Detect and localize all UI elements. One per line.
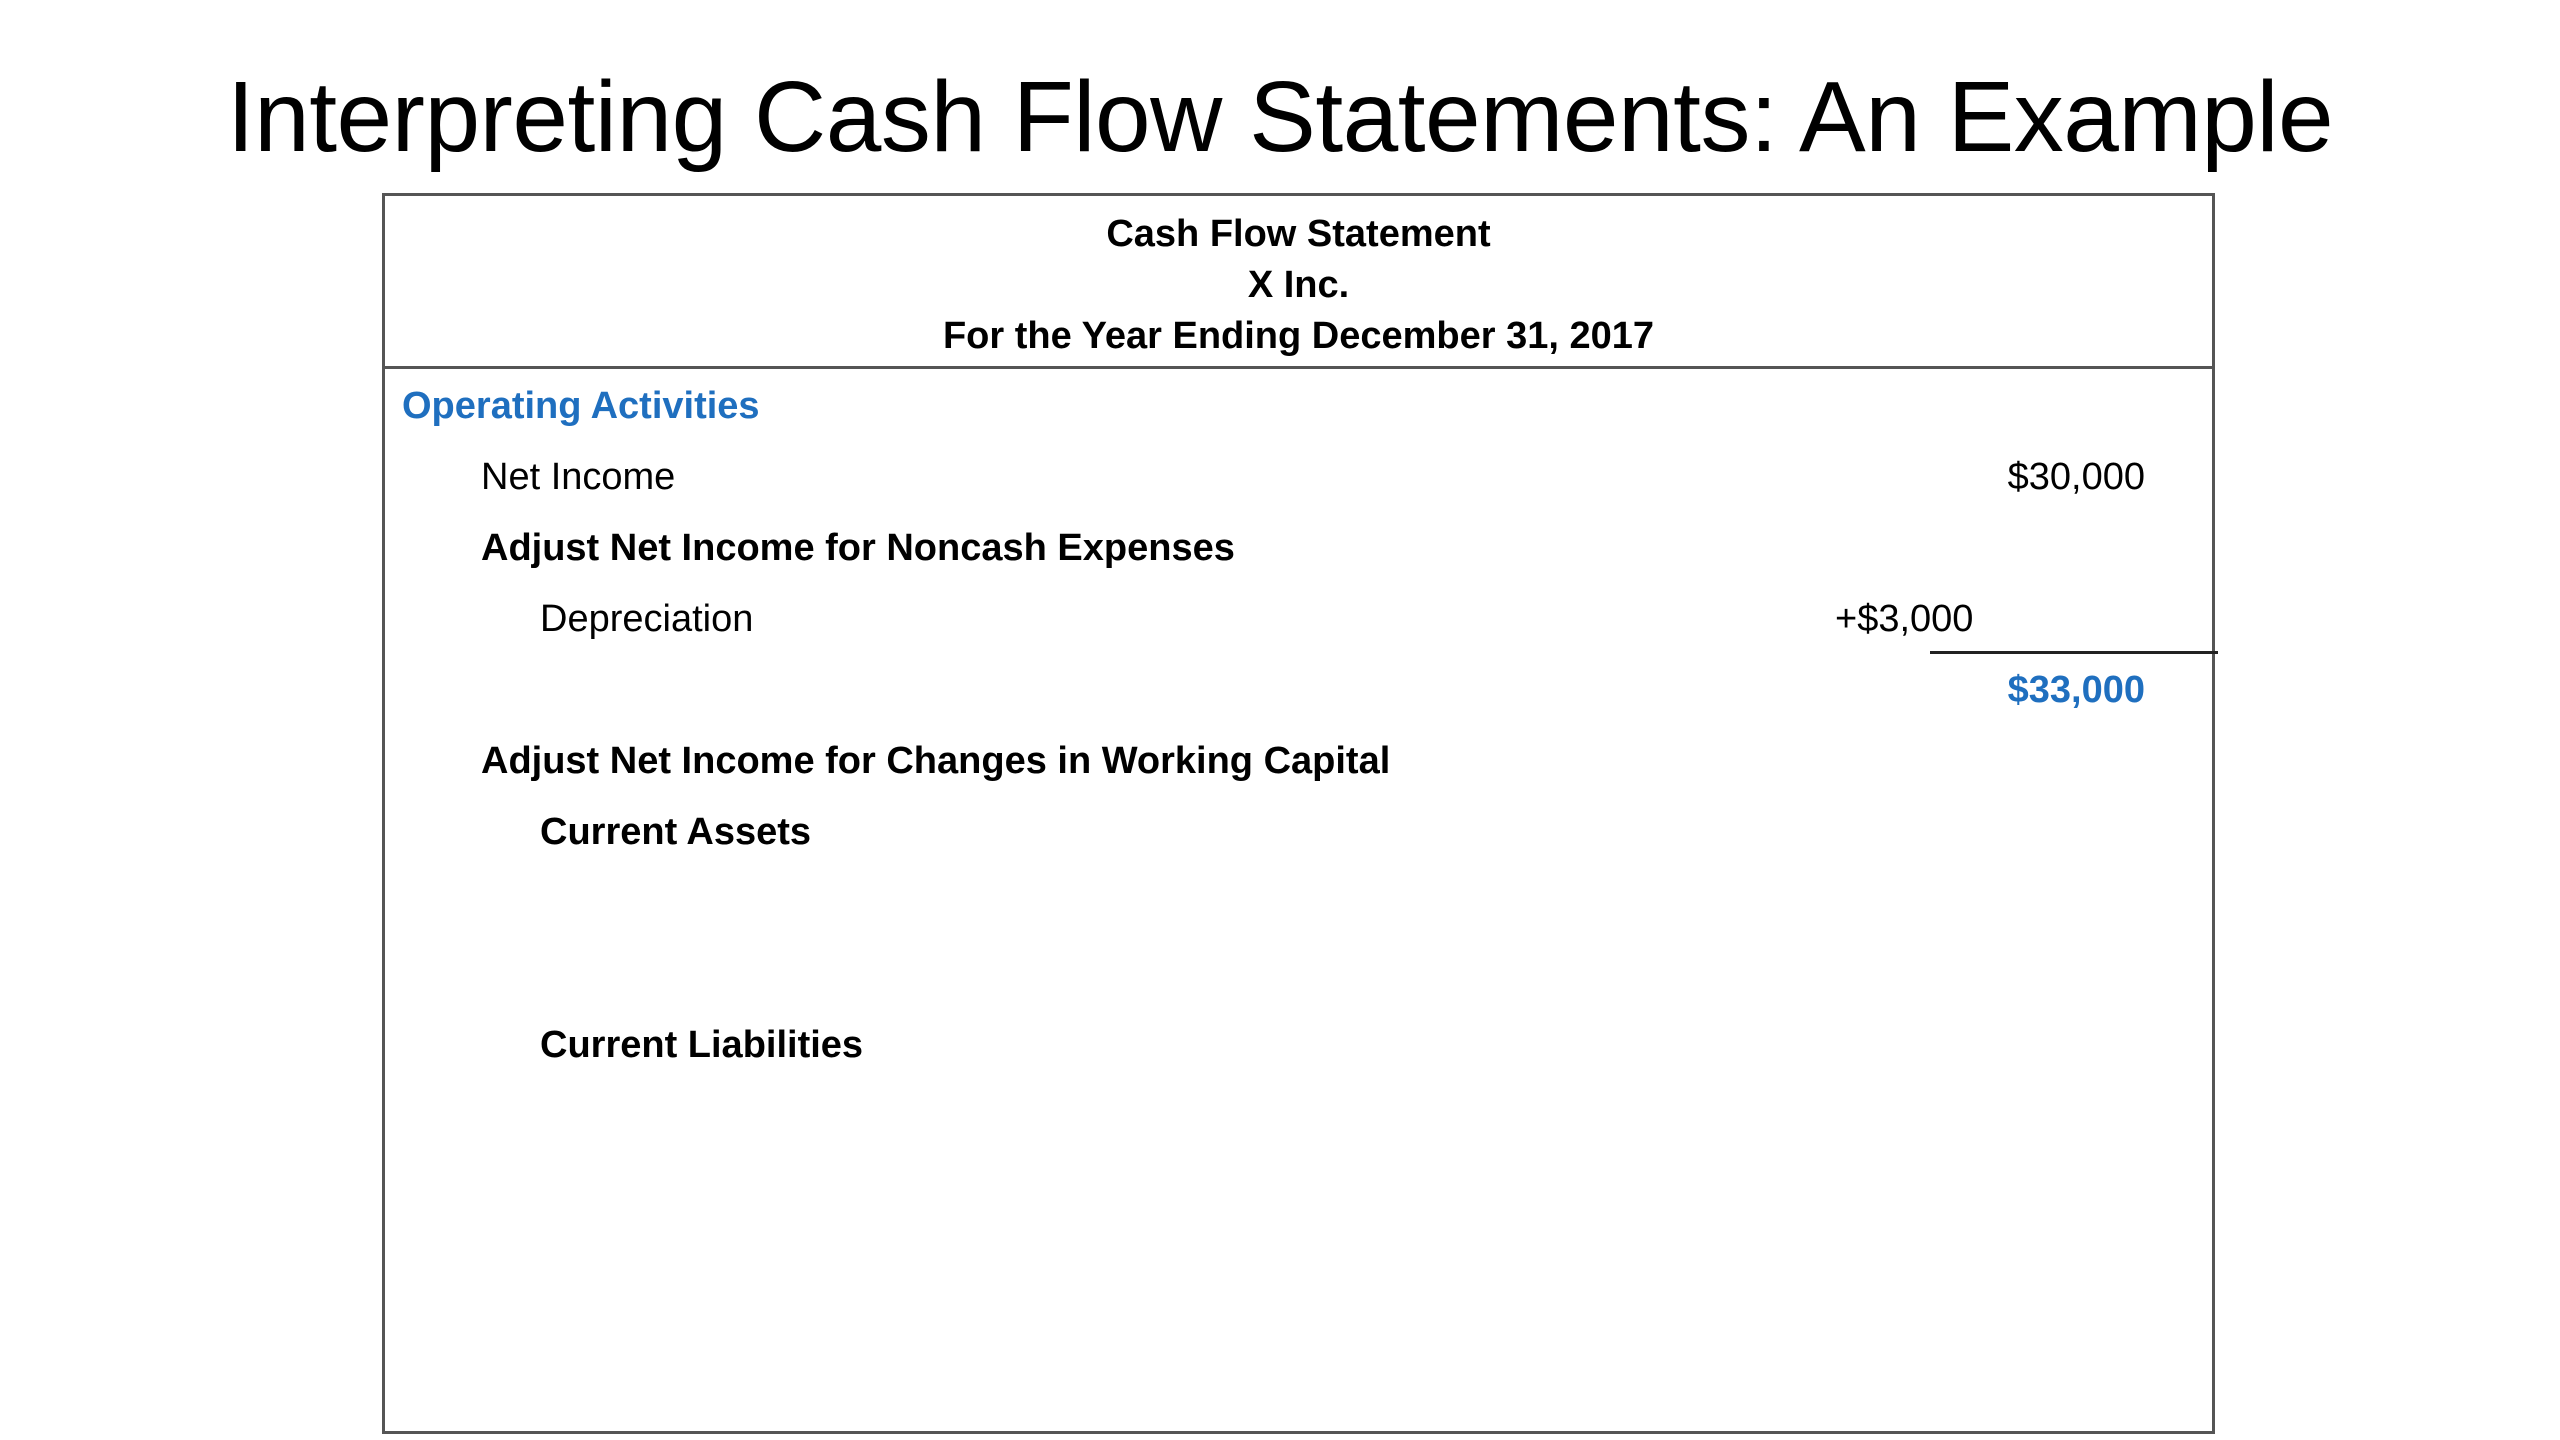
statement-title: Cash Flow Statement [1106, 213, 1491, 255]
cash-flow-statement: Cash Flow Statement X Inc. For the Year … [382, 193, 2218, 1434]
current-liabilities-heading: Current Liabilities [540, 1024, 864, 1066]
subtotal-value: $33,000 [2007, 669, 2145, 711]
company-name: X Inc. [1247, 264, 1350, 306]
slide-title: Interpreting Cash Flow Statements: An Ex… [226, 61, 2334, 173]
subtotal-underline [1930, 651, 2218, 654]
statement-period: For the Year Ending December 31, 2017 [942, 315, 1655, 357]
operating-activities-heading: Operating Activities [402, 385, 760, 427]
statement-header: Cash Flow Statement X Inc. For the Year … [385, 196, 2212, 369]
net-income-label: Net Income [481, 456, 676, 498]
current-assets-heading: Current Assets [540, 811, 812, 853]
depreciation-value: +$3,000 [1835, 598, 1974, 640]
net-income-value: $30,000 [2007, 456, 2145, 498]
noncash-expenses-heading: Adjust Net Income for Noncash Expenses [481, 527, 1235, 569]
working-capital-heading: Adjust Net Income for Changes in Working… [481, 740, 1391, 782]
depreciation-label: Depreciation [540, 598, 754, 640]
